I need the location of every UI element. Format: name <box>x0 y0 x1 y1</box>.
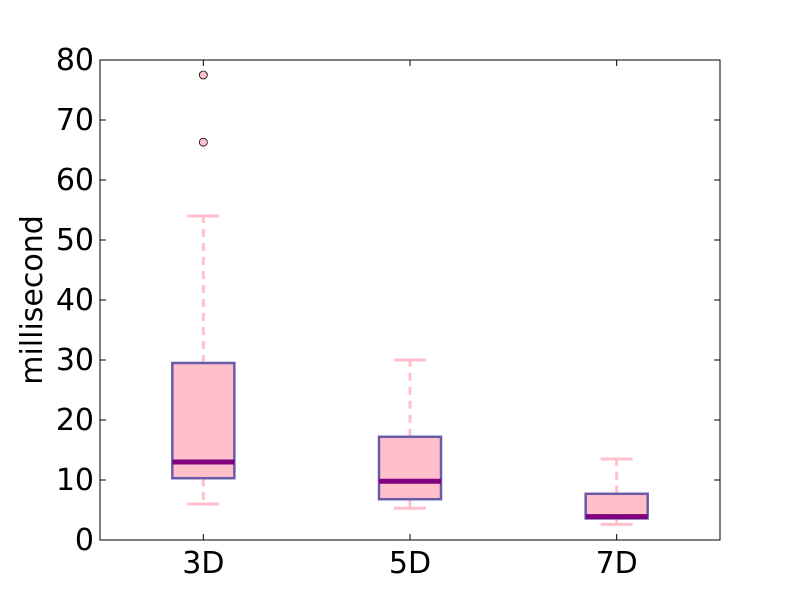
axis-layer: 3D 5D 7D 0 10 20 30 40 50 60 70 80 <box>56 43 720 581</box>
y-axis-label: millisecond <box>15 215 50 385</box>
y-tick-label: 10 <box>56 463 94 498</box>
x-tick-label: 3D <box>182 546 224 581</box>
x-tick-label: 5D <box>389 546 431 581</box>
box-iqr <box>377 435 443 501</box>
x-tick-label: 7D <box>596 546 638 581</box>
outlier-point <box>198 137 208 147</box>
y-tick-label: 50 <box>56 223 94 258</box>
plot-layer <box>171 70 649 526</box>
outlier-point <box>198 70 208 80</box>
y-tick-label: 60 <box>56 163 94 198</box>
box-group-7d <box>584 457 649 526</box>
box-group-3d <box>171 70 236 506</box>
y-tick-label: 80 <box>56 43 94 78</box>
y-tick-label: 30 <box>56 343 94 378</box>
y-tick-label: 70 <box>56 103 94 138</box>
y-tick-label: 40 <box>56 283 94 318</box>
box-group-5d <box>377 358 443 510</box>
y-tick-label: 20 <box>56 403 94 438</box>
box-iqr <box>171 361 236 480</box>
y-tick-label: 0 <box>75 523 94 558</box>
